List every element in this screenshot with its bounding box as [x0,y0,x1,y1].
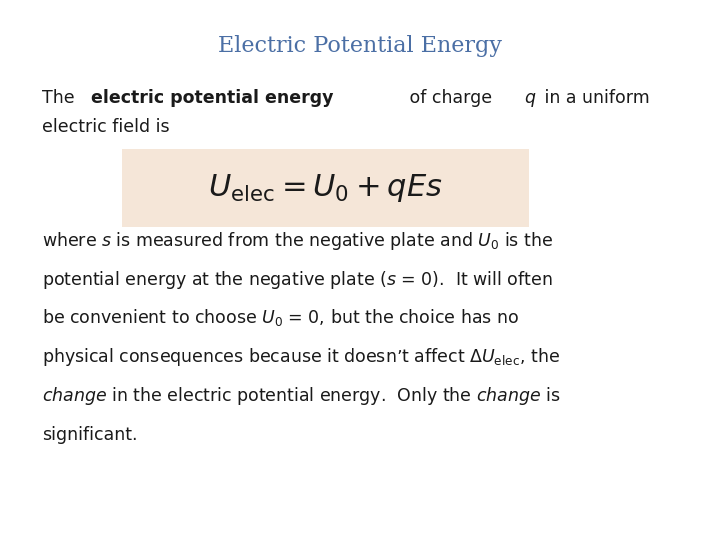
Text: electric field is: electric field is [42,118,169,136]
Text: of charge: of charge [404,89,498,106]
Text: $\mathit{change}$ in the electric potential energy.  Only the $\mathit{change}$ : $\mathit{change}$ in the electric potent… [42,385,560,407]
Text: Electric Potential Energy: Electric Potential Energy [218,35,502,57]
Text: The: The [42,89,80,106]
Text: potential energy at the negative plate ($s$ = 0).  It will often: potential energy at the negative plate (… [42,268,552,291]
Text: significant.: significant. [42,426,138,444]
Text: where $s$ is measured from the negative plate and $U_0$ is the: where $s$ is measured from the negative … [42,230,553,252]
Text: be convenient to choose $U_0$ = 0, but the choice has no: be convenient to choose $U_0$ = 0, but t… [42,307,519,328]
Text: in a uniform: in a uniform [539,89,649,106]
Text: q: q [525,89,536,106]
FancyBboxPatch shape [122,148,529,227]
Text: electric potential energy: electric potential energy [91,89,333,106]
Text: physical consequences because it doesn’t affect $\Delta U_{\mathrm{elec}}$, the: physical consequences because it doesn’t… [42,346,560,368]
Text: $U_{\mathrm{elec}} = U_0 + qEs$: $U_{\mathrm{elec}} = U_0 + qEs$ [209,172,443,204]
